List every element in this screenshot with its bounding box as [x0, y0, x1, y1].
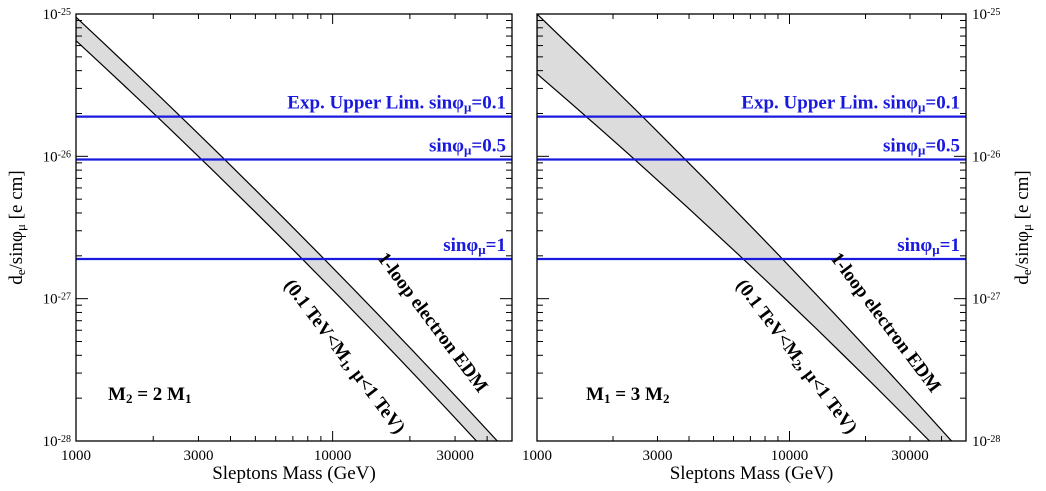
x-axis-title: Sleptons Mass (GeV) [670, 463, 834, 484]
y-tick-label: 10-27 [43, 291, 71, 308]
plot-frame [75, 13, 513, 442]
plot-frame [536, 13, 967, 442]
x-tick-label: 30000 [891, 448, 929, 464]
x-tick-label: 1000 [522, 448, 552, 464]
mass-ratio-label: M1 = 3 M2 [586, 384, 669, 406]
limit-label: Exp. Upper Lim. sinφμ=0.1 [287, 93, 506, 115]
limit-label: sinφμ=0.5 [883, 136, 960, 158]
x-tick-label: 10000 [771, 448, 809, 464]
y-tick-label: 10-25 [972, 7, 1000, 24]
left-panel: Exp. Upper Lim. sinφμ=0.1 sinφμ=0.5 sinφμ=… [6, 7, 513, 484]
mass-ratio-label: M2 = 2 M1 [108, 384, 191, 406]
y-tick-label: 10-25 [43, 7, 71, 24]
x-tick-label: 1000 [61, 448, 91, 464]
y-tick-label: 10-26 [43, 149, 71, 166]
y-axis-title: de/sinφμ [e cm] [6, 170, 28, 285]
x-tick-label: 3000 [642, 448, 672, 464]
x-tick-label: 3000 [183, 448, 213, 464]
y-tick-label: 10-28 [43, 434, 71, 451]
y-tick-label: 10-26 [972, 149, 1000, 166]
limit-label: sinφμ=1 [897, 235, 960, 257]
limit-label: Exp. Upper Lim. sinφμ=0.1 [741, 93, 960, 115]
edm-band [76, 16, 499, 441]
y-tick-label: 10-28 [972, 434, 1000, 451]
limit-label: sinφμ=0.5 [429, 136, 506, 158]
y-tick-label: 10-27 [972, 291, 1000, 308]
x-axis-title: Sleptons Mass (GeV) [212, 463, 376, 484]
right-panel: Exp. Upper Lim. sinφμ=0.1 sinφμ=0.5 sinφμ=… [522, 7, 1034, 485]
edm-band [537, 14, 953, 441]
x-tick-label: 10000 [314, 448, 352, 464]
x-tick-label: 30000 [436, 448, 474, 464]
limit-label: sinφμ=1 [443, 235, 506, 257]
y-axis-title: de/sinφμ [e cm] [1012, 170, 1034, 285]
